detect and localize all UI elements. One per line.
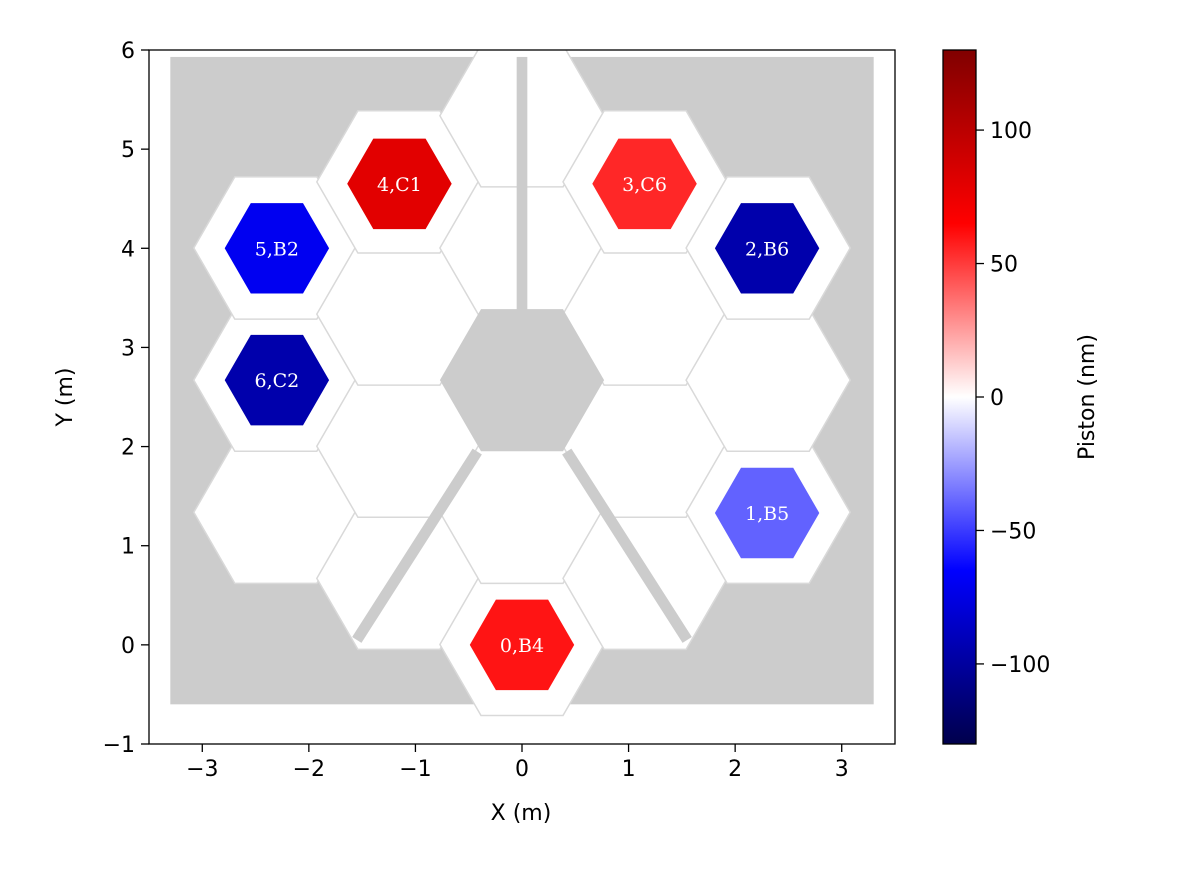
x-tick-label: 2 <box>728 757 742 782</box>
y-tick-label: 4 <box>121 237 135 262</box>
segment-1,B5 <box>714 467 820 559</box>
y-tick-label: 3 <box>121 336 135 361</box>
y-axis-label: Y (m) <box>53 367 78 427</box>
y-tick-label: 2 <box>121 436 135 461</box>
colorbar-ticks: −100 −50 0 50 100 <box>976 119 1050 678</box>
segment-5,B2 <box>224 203 330 294</box>
segment-label: 1,B5 <box>745 503 789 525</box>
pupil-map: 0,B4 1,B5 2,B6 3,C6 4,C1 5,B2 6,C2 <box>170 50 874 717</box>
x-tick-label: 1 <box>622 757 636 782</box>
segment-label: 4,C1 <box>377 174 422 196</box>
x-tick-label: −3 <box>186 757 218 782</box>
x-tick-label: −2 <box>293 757 325 782</box>
y-tick-label: 5 <box>121 138 135 163</box>
y-tick-label: 6 <box>121 39 135 64</box>
y-tick-label: 0 <box>121 634 135 659</box>
x-tick-label: −1 <box>399 757 431 782</box>
vertical-strut <box>516 56 528 315</box>
left-strut <box>352 448 482 643</box>
segment-6,C2 <box>224 334 330 426</box>
segment-label: 5,B2 <box>255 238 299 260</box>
x-tick-label: 3 <box>835 757 849 782</box>
right-strut <box>562 448 692 643</box>
segment-label: 2,B6 <box>745 238 789 260</box>
colorbar <box>942 49 977 745</box>
colorbar-label: Piston (nm) <box>1075 334 1100 460</box>
central-obscuration <box>439 309 605 452</box>
colorbar-tick-label: 100 <box>990 119 1032 144</box>
segment-label: 3,C6 <box>622 174 667 196</box>
segment-label: 6,C2 <box>255 370 300 392</box>
axes: −3 −2 −1 0 1 2 3 −1 0 1 2 3 4 5 6 <box>103 39 896 782</box>
colorbar-tick-label: −100 <box>990 653 1050 678</box>
colorbar-tick-label: 50 <box>990 253 1018 278</box>
y-tick-label: −1 <box>103 733 135 758</box>
segment-0,B4 <box>469 599 575 691</box>
x-axis-label: X (m) <box>491 801 552 826</box>
colorbar-tick-label: 0 <box>990 386 1004 411</box>
segment-2,B6 <box>714 203 820 294</box>
segment-4,C1 <box>347 138 452 230</box>
segment-label: 0,B4 <box>500 635 544 657</box>
x-tick-label: 0 <box>515 757 529 782</box>
y-tick-label: 1 <box>121 535 135 560</box>
colorbar-tick-label: −50 <box>990 519 1036 544</box>
segment-3,C6 <box>592 138 697 230</box>
